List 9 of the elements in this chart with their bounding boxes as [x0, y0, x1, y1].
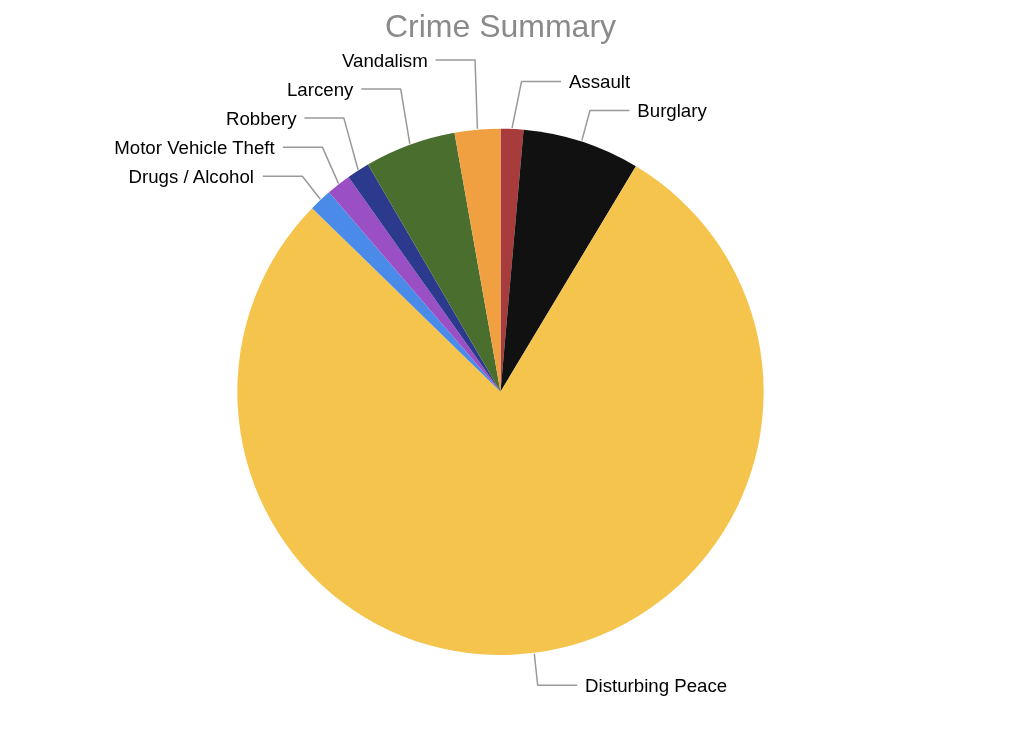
slice-label: Larceny	[286, 78, 355, 100]
slice-label: Drugs / Alcohol	[128, 165, 254, 187]
slice-label: Disturbing Peace	[585, 674, 728, 696]
slice-label: Assault	[568, 70, 631, 92]
slice-label: Vandalism	[341, 49, 428, 71]
slice-label: Burglary	[637, 100, 708, 122]
slice-label: Motor Vehicle Theft	[114, 136, 276, 158]
chart-title: Crime Summary	[384, 7, 617, 44]
slice-label: Robbery	[225, 107, 298, 129]
